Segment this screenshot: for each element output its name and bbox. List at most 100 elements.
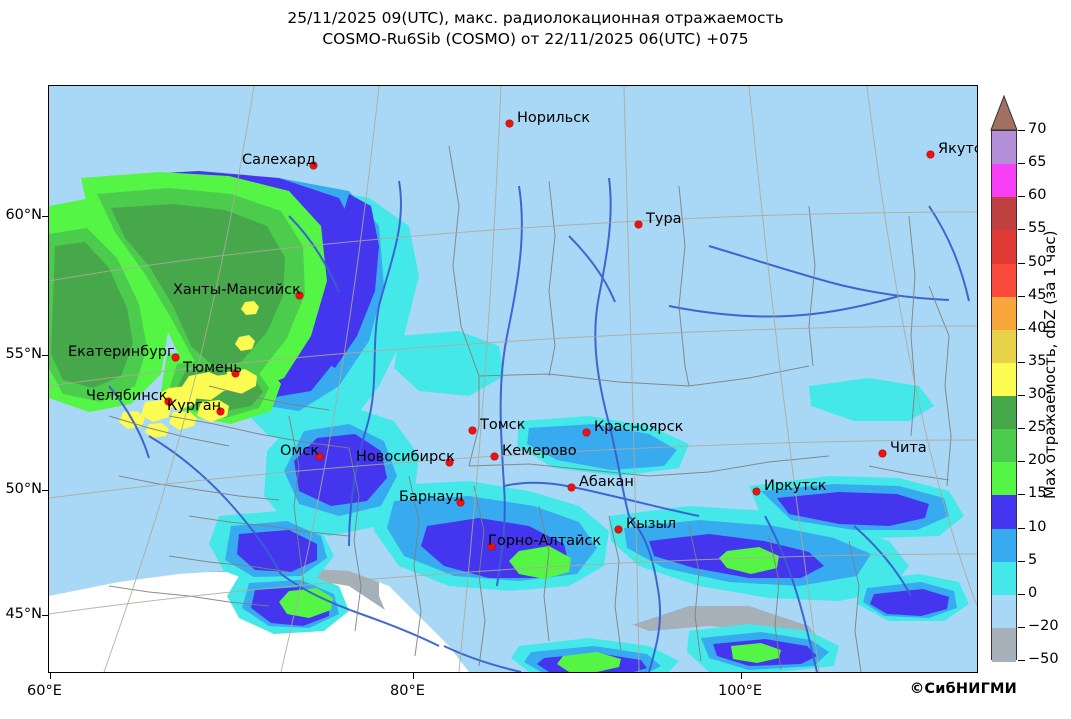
- city-marker[interactable]: [491, 453, 498, 460]
- colorbar-tick-mark: [1018, 527, 1025, 529]
- city-marker[interactable]: [753, 488, 760, 495]
- colorbar-tick-mark: [1018, 229, 1025, 231]
- colorbar-tick-label: 0: [1028, 584, 1038, 601]
- city-label: Салехард: [242, 152, 316, 168]
- city-label: Норильск: [517, 110, 590, 126]
- title-line-1: 25/11/2025 09(UTC), макс. радиолокационн…: [287, 9, 784, 27]
- colorbar-band: [992, 594, 1016, 629]
- city-label: Тюмень: [183, 360, 242, 376]
- city-marker[interactable]: [635, 221, 642, 228]
- colorbar-tick-mark: [1018, 660, 1025, 661]
- colorbar-tick-label: −50: [1028, 651, 1059, 667]
- city-marker[interactable]: [217, 408, 224, 415]
- colorbar-axis-label: Max отражаемость, dbZ (за 1 час): [1041, 230, 1059, 500]
- city-marker[interactable]: [879, 450, 886, 457]
- colorbar-tick-label: 55: [1028, 220, 1047, 237]
- colorbar-band: [992, 627, 1016, 662]
- city-marker[interactable]: [316, 453, 323, 460]
- colorbar-tick-mark: [1018, 560, 1025, 562]
- city-label: Кемерово: [502, 443, 577, 459]
- colorbar-tick-mark: [1018, 395, 1025, 396]
- y-axis-tick-mark: [42, 490, 48, 491]
- city-label: Иркутск: [764, 478, 827, 494]
- colorbar-band: [992, 296, 1016, 331]
- colorbar-tick-mark: [1018, 361, 1025, 363]
- city-marker[interactable]: [310, 162, 317, 169]
- y-axis-tick-mark: [42, 355, 48, 356]
- colorbar-tick-mark: [1018, 626, 1025, 628]
- colorbar-tick-mark: [1018, 130, 1025, 131]
- colorbar-band: [992, 462, 1016, 496]
- colorbar-tick-mark: [1018, 328, 1025, 330]
- y-axis-tick-mark: [42, 615, 48, 616]
- city-marker[interactable]: [232, 370, 239, 377]
- colorbar-tick-label: 25: [1028, 419, 1047, 436]
- colorbar-tick-label: 65: [1028, 154, 1047, 171]
- city-marker[interactable]: [927, 151, 934, 158]
- x-axis-tick-mark: [50, 673, 51, 679]
- city-marker[interactable]: [469, 427, 476, 434]
- figure-title: 25/11/2025 09(UTC), макс. радиолокационн…: [0, 8, 1071, 50]
- colorbar-tick-label: 60: [1028, 187, 1047, 204]
- colorbar: [991, 130, 1017, 662]
- colorbar-tick-mark: [1018, 196, 1025, 198]
- radar-reflectivity-raster: [49, 86, 977, 672]
- city-marker[interactable]: [457, 499, 464, 506]
- city-label: Чита: [890, 440, 927, 456]
- city-label: Якутск: [938, 141, 977, 157]
- colorbar-band: [992, 528, 1016, 563]
- title-line-2: COSMO-Ru6Sib (COSMO) от 22/11/2025 06(UT…: [322, 30, 749, 48]
- colorbar-band: [992, 197, 1016, 231]
- colorbar-tick-mark: [1018, 262, 1025, 264]
- city-label: Кызыл: [626, 516, 677, 532]
- city-marker[interactable]: [296, 292, 303, 299]
- colorbar-band: [992, 230, 1016, 265]
- city-label: Курган: [167, 398, 222, 414]
- colorbar-band: [992, 131, 1016, 165]
- colorbar-band: [992, 329, 1016, 364]
- y-axis-tick-mark: [42, 216, 48, 217]
- city-marker[interactable]: [583, 429, 590, 436]
- map-canvas[interactable]: Норильск Якутск Салехард Тура Ханты-Мансийск…: [48, 85, 978, 673]
- colorbar-tick-label: 20: [1028, 452, 1047, 469]
- colorbar-tick-label: −20: [1028, 617, 1059, 634]
- colorbar-tick-label: 50: [1028, 253, 1047, 270]
- x-axis-tick-mark: [413, 673, 414, 679]
- city-marker[interactable]: [488, 543, 495, 550]
- city-label: Горно-Алтайск: [488, 533, 602, 549]
- city-label: Тура: [646, 211, 682, 227]
- x-axis-tick-label: 100°E: [718, 683, 763, 699]
- colorbar-band: [992, 561, 1016, 596]
- colorbar-over-arrow: [990, 95, 1018, 131]
- colorbar-tick-mark: [1018, 461, 1025, 463]
- city-label: Екатеринбург: [68, 344, 175, 360]
- city-label: Красноярск: [594, 419, 684, 435]
- copyright-credit: ©СибНИГМИ: [909, 681, 1017, 697]
- city-marker[interactable]: [172, 354, 179, 361]
- colorbar-tick-mark: [1018, 163, 1025, 165]
- city-marker[interactable]: [506, 120, 513, 127]
- city-marker[interactable]: [568, 484, 575, 491]
- city-marker[interactable]: [446, 459, 453, 466]
- colorbar-tick-label: 5: [1028, 551, 1038, 568]
- colorbar-band: [992, 164, 1016, 198]
- city-marker[interactable]: [165, 398, 172, 405]
- colorbar-band: [992, 495, 1016, 530]
- city-label: Абакан: [579, 474, 634, 490]
- colorbar-tick-label: 40: [1028, 319, 1047, 336]
- y-axis-tick-label: 60°N: [5, 207, 42, 223]
- city-marker[interactable]: [615, 526, 622, 533]
- y-axis-tick-label: 55°N: [5, 346, 42, 362]
- x-axis-tick-mark: [741, 673, 742, 679]
- colorbar-tick-label: 15: [1028, 485, 1047, 502]
- city-label: Челябинск: [86, 388, 168, 404]
- colorbar-tick-label: 45: [1028, 286, 1047, 303]
- y-axis-tick-label: 45°N: [5, 606, 42, 622]
- city-label: Томск: [480, 417, 526, 433]
- colorbar-tick-label: 70: [1028, 121, 1047, 137]
- colorbar-tick-mark: [1018, 494, 1025, 496]
- city-label: Новосибирск: [356, 449, 455, 465]
- colorbar-tick-mark: [1018, 295, 1025, 297]
- colorbar-band: [992, 362, 1016, 397]
